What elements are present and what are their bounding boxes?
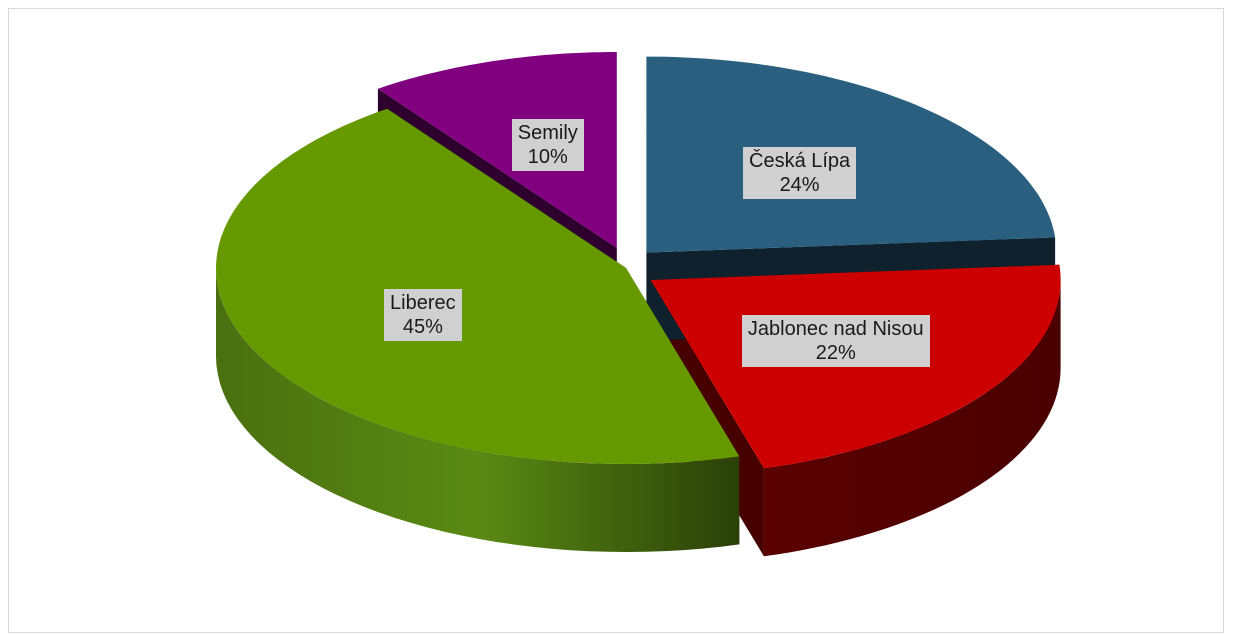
slice-label-percent: 22% [815, 342, 856, 365]
slice-label-name: Jablonec nad Nisou [747, 318, 924, 341]
pie-slice-3 [377, 52, 617, 249]
pie-slice-2 [216, 108, 740, 464]
slice-label-percent: 10% [527, 146, 568, 169]
pie-slice-side-2 [216, 268, 740, 552]
slice-label-2: Liberec 45% [384, 288, 462, 341]
slice-label-0: Česká Lípa 24% [743, 147, 857, 200]
slice-label-name: Česká Lípa [749, 150, 851, 173]
slice-label-3: Semily 10% [511, 119, 584, 172]
slice-label-1: Jablonec nad Nisou 22% [741, 315, 930, 368]
slice-label-name: Semily [517, 122, 578, 145]
slice-label-name: Liberec [390, 291, 456, 314]
slice-label-percent: 45% [402, 315, 443, 338]
pie-slice-side-1 [763, 280, 1061, 557]
slice-label-percent: 24% [779, 174, 820, 197]
